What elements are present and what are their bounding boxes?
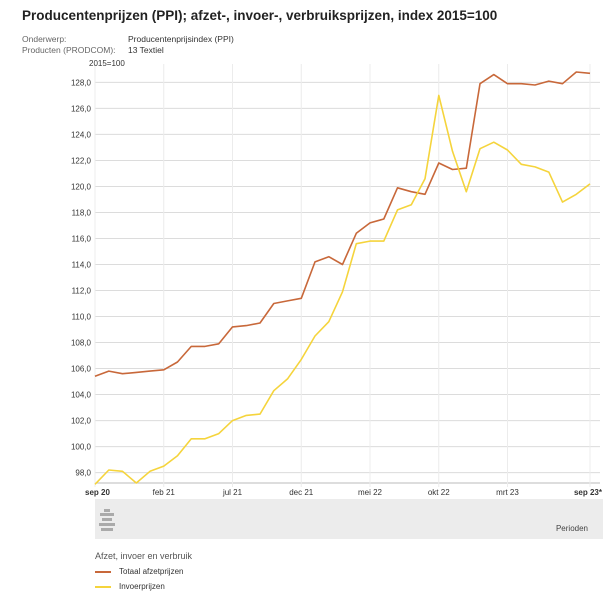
gridlines xyxy=(94,64,600,484)
x-tick-label: dec 21 xyxy=(289,488,314,497)
y-tick-label: 100,0 xyxy=(71,443,92,452)
y-tick-label: 128,0 xyxy=(71,78,92,87)
meta-producten-value: 13 Textiel xyxy=(128,45,164,55)
y-tick-label: 112,0 xyxy=(72,287,92,296)
series-line-0[interactable] xyxy=(94,71,591,378)
legend-label: Invoerprijzen xyxy=(119,582,165,591)
x-axis-tick-labels: sep 20 feb 21 jul 21 dec 21 mei 22 okt 22 mrt … xyxy=(85,488,603,497)
legend-title: Afzet, invoer en verbruik xyxy=(95,551,193,561)
y-tick-label: 120,0 xyxy=(71,182,92,191)
y-tick-label: 106,0 xyxy=(71,365,92,374)
x-tick-label: sep 23* xyxy=(574,488,603,497)
y-tick-label: 98,0 xyxy=(75,469,91,478)
y-axis-tick-labels: 98,0 100,0 102,0 104,0 106,0 108,0 110,0 112,0 1… xyxy=(71,78,92,477)
x-tick-label: okt 22 xyxy=(428,488,450,497)
x-tick-label: sep 20 xyxy=(85,488,110,497)
series-lines xyxy=(94,71,591,485)
chart-title: Producentenprijzen (PPI); afzet-, invoer… xyxy=(22,8,498,23)
x-axis-tick-lines xyxy=(94,64,591,487)
legend-label: Totaal afzetprijzen xyxy=(119,567,184,576)
legend-item-invoerprijzen[interactable]: Invoerprijzen xyxy=(95,582,165,591)
y-tick-label: 102,0 xyxy=(71,417,92,426)
y-tick-label: 124,0 xyxy=(71,130,92,139)
legend-swatch xyxy=(95,570,111,573)
x-tick-label: feb 21 xyxy=(153,488,176,497)
y-tick-label: 122,0 xyxy=(71,156,92,165)
x-tick-label: mrt 23 xyxy=(496,488,519,497)
periods-label: Perioden xyxy=(556,524,588,533)
y-tick-label: 116,0 xyxy=(72,234,92,243)
cbs-logo-icon xyxy=(99,509,115,531)
meta-producten: Producten (PRODCOM): 13 Textiel xyxy=(22,45,164,55)
meta-onderwerp-label: Onderwerp: xyxy=(22,34,67,44)
y-tick-label: 114,0 xyxy=(72,260,92,269)
meta-onderwerp-value: Producentenprijsindex (PPI) xyxy=(128,34,234,44)
y-tick-label: 104,0 xyxy=(71,391,92,400)
y-tick-label: 108,0 xyxy=(71,339,92,348)
x-tick-label: jul 21 xyxy=(222,488,243,497)
y-tick-label: 126,0 xyxy=(71,104,92,113)
y-axis-unit-label: 2015=100 xyxy=(89,59,125,68)
series-line-1[interactable] xyxy=(94,94,591,485)
y-tick-label: 110,0 xyxy=(72,313,92,322)
legend-item-totaal-afzetprijzen[interactable]: Totaal afzetprijzen xyxy=(95,567,183,576)
meta-producten-label: Producten (PRODCOM): xyxy=(22,45,116,55)
x-tick-label: mei 22 xyxy=(358,488,383,497)
line-chart: 2015=100 98,0 100,0 102,0 104,0 106,0 108,0 11… xyxy=(71,59,603,539)
legend-swatch xyxy=(95,585,111,588)
period-selector-band[interactable] xyxy=(95,499,603,539)
y-tick-label: 118,0 xyxy=(72,208,92,217)
meta-onderwerp: Onderwerp: Producentenprijsindex (PPI) xyxy=(22,34,234,44)
